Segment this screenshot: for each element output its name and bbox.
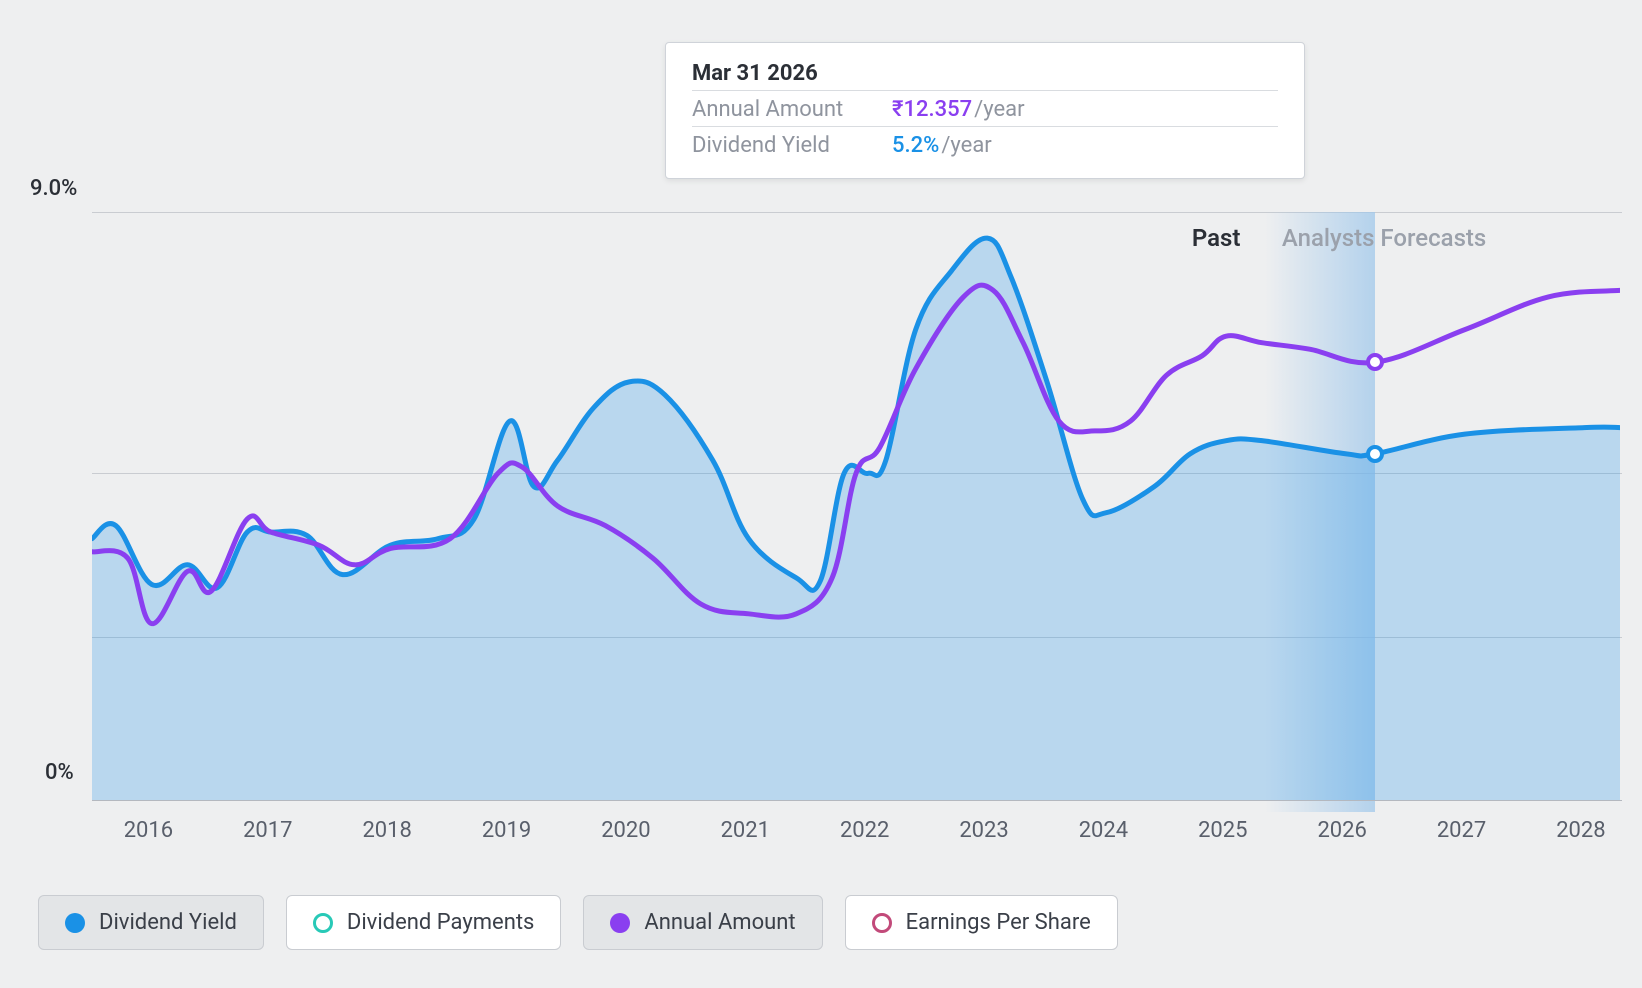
- legend-label: Dividend Payments: [347, 910, 535, 935]
- ring-icon: [872, 913, 892, 933]
- x-axis-tick: 2018: [362, 818, 411, 843]
- dot-icon: [65, 913, 85, 933]
- x-axis-tick: 2026: [1317, 818, 1366, 843]
- legend-item-dividend-yield[interactable]: Dividend Yield: [38, 895, 264, 950]
- ring-icon: [313, 913, 333, 933]
- x-axis-tick: 2028: [1556, 818, 1605, 843]
- tooltip-val-annual: ₹12.357: [892, 97, 972, 122]
- area-dividend-yield: [92, 238, 1620, 800]
- legend-item-earnings-per-share[interactable]: Earnings Per Share: [845, 895, 1118, 950]
- tooltip-row-dividend-yield: Dividend Yield 5.2% /year: [692, 126, 1278, 162]
- chart-plot[interactable]: [92, 212, 1620, 800]
- tooltip-unit-annual: /year: [974, 97, 1024, 122]
- dot-icon: [610, 913, 630, 933]
- y-axis-tick-max: 9.0%: [30, 176, 77, 201]
- x-axis-tick: 2024: [1079, 818, 1128, 843]
- legend-label: Annual Amount: [644, 910, 795, 935]
- x-axis-tick: 2020: [601, 818, 650, 843]
- x-axis-tick: 2025: [1198, 818, 1247, 843]
- x-axis-tick: 2021: [721, 818, 770, 843]
- tooltip-val-yield: 5.2%: [892, 133, 939, 158]
- forecast-label: Analysts Forecasts: [1282, 224, 1486, 252]
- legend-item-annual-amount[interactable]: Annual Amount: [583, 895, 822, 950]
- tooltip-date: Mar 31 2026: [692, 61, 1278, 86]
- x-axis-tick: 2016: [124, 818, 173, 843]
- tooltip-row-annual-amount: Annual Amount ₹12.357 /year: [692, 90, 1278, 126]
- legend-label: Dividend Yield: [99, 910, 237, 935]
- x-axis-tick: 2023: [959, 818, 1008, 843]
- tooltip: Mar 31 2026 Annual Amount ₹12.357 /year …: [665, 42, 1305, 179]
- chart-container: 9.0% 0% Past Analysts Forecasts 2016 2017…: [0, 0, 1642, 870]
- tooltip-key-annual: Annual Amount: [692, 97, 892, 122]
- hover-marker-dividend-yield: [1366, 445, 1384, 463]
- hover-marker-annual-amount: [1366, 353, 1384, 371]
- x-axis-tick: 2017: [243, 818, 292, 843]
- x-axis-tick: 2019: [482, 818, 531, 843]
- y-axis-tick-zero: 0%: [45, 760, 74, 785]
- legend: Dividend Yield Dividend Payments Annual Am…: [38, 895, 1118, 950]
- past-label: Past: [1192, 224, 1241, 252]
- x-axis-line: [92, 800, 1622, 801]
- x-axis-tick: 2027: [1437, 818, 1486, 843]
- legend-label: Earnings Per Share: [906, 910, 1091, 935]
- x-axis-tick: 2022: [840, 818, 889, 843]
- tooltip-key-yield: Dividend Yield: [692, 133, 892, 158]
- legend-item-dividend-payments[interactable]: Dividend Payments: [286, 895, 562, 950]
- tooltip-unit-yield: /year: [941, 133, 991, 158]
